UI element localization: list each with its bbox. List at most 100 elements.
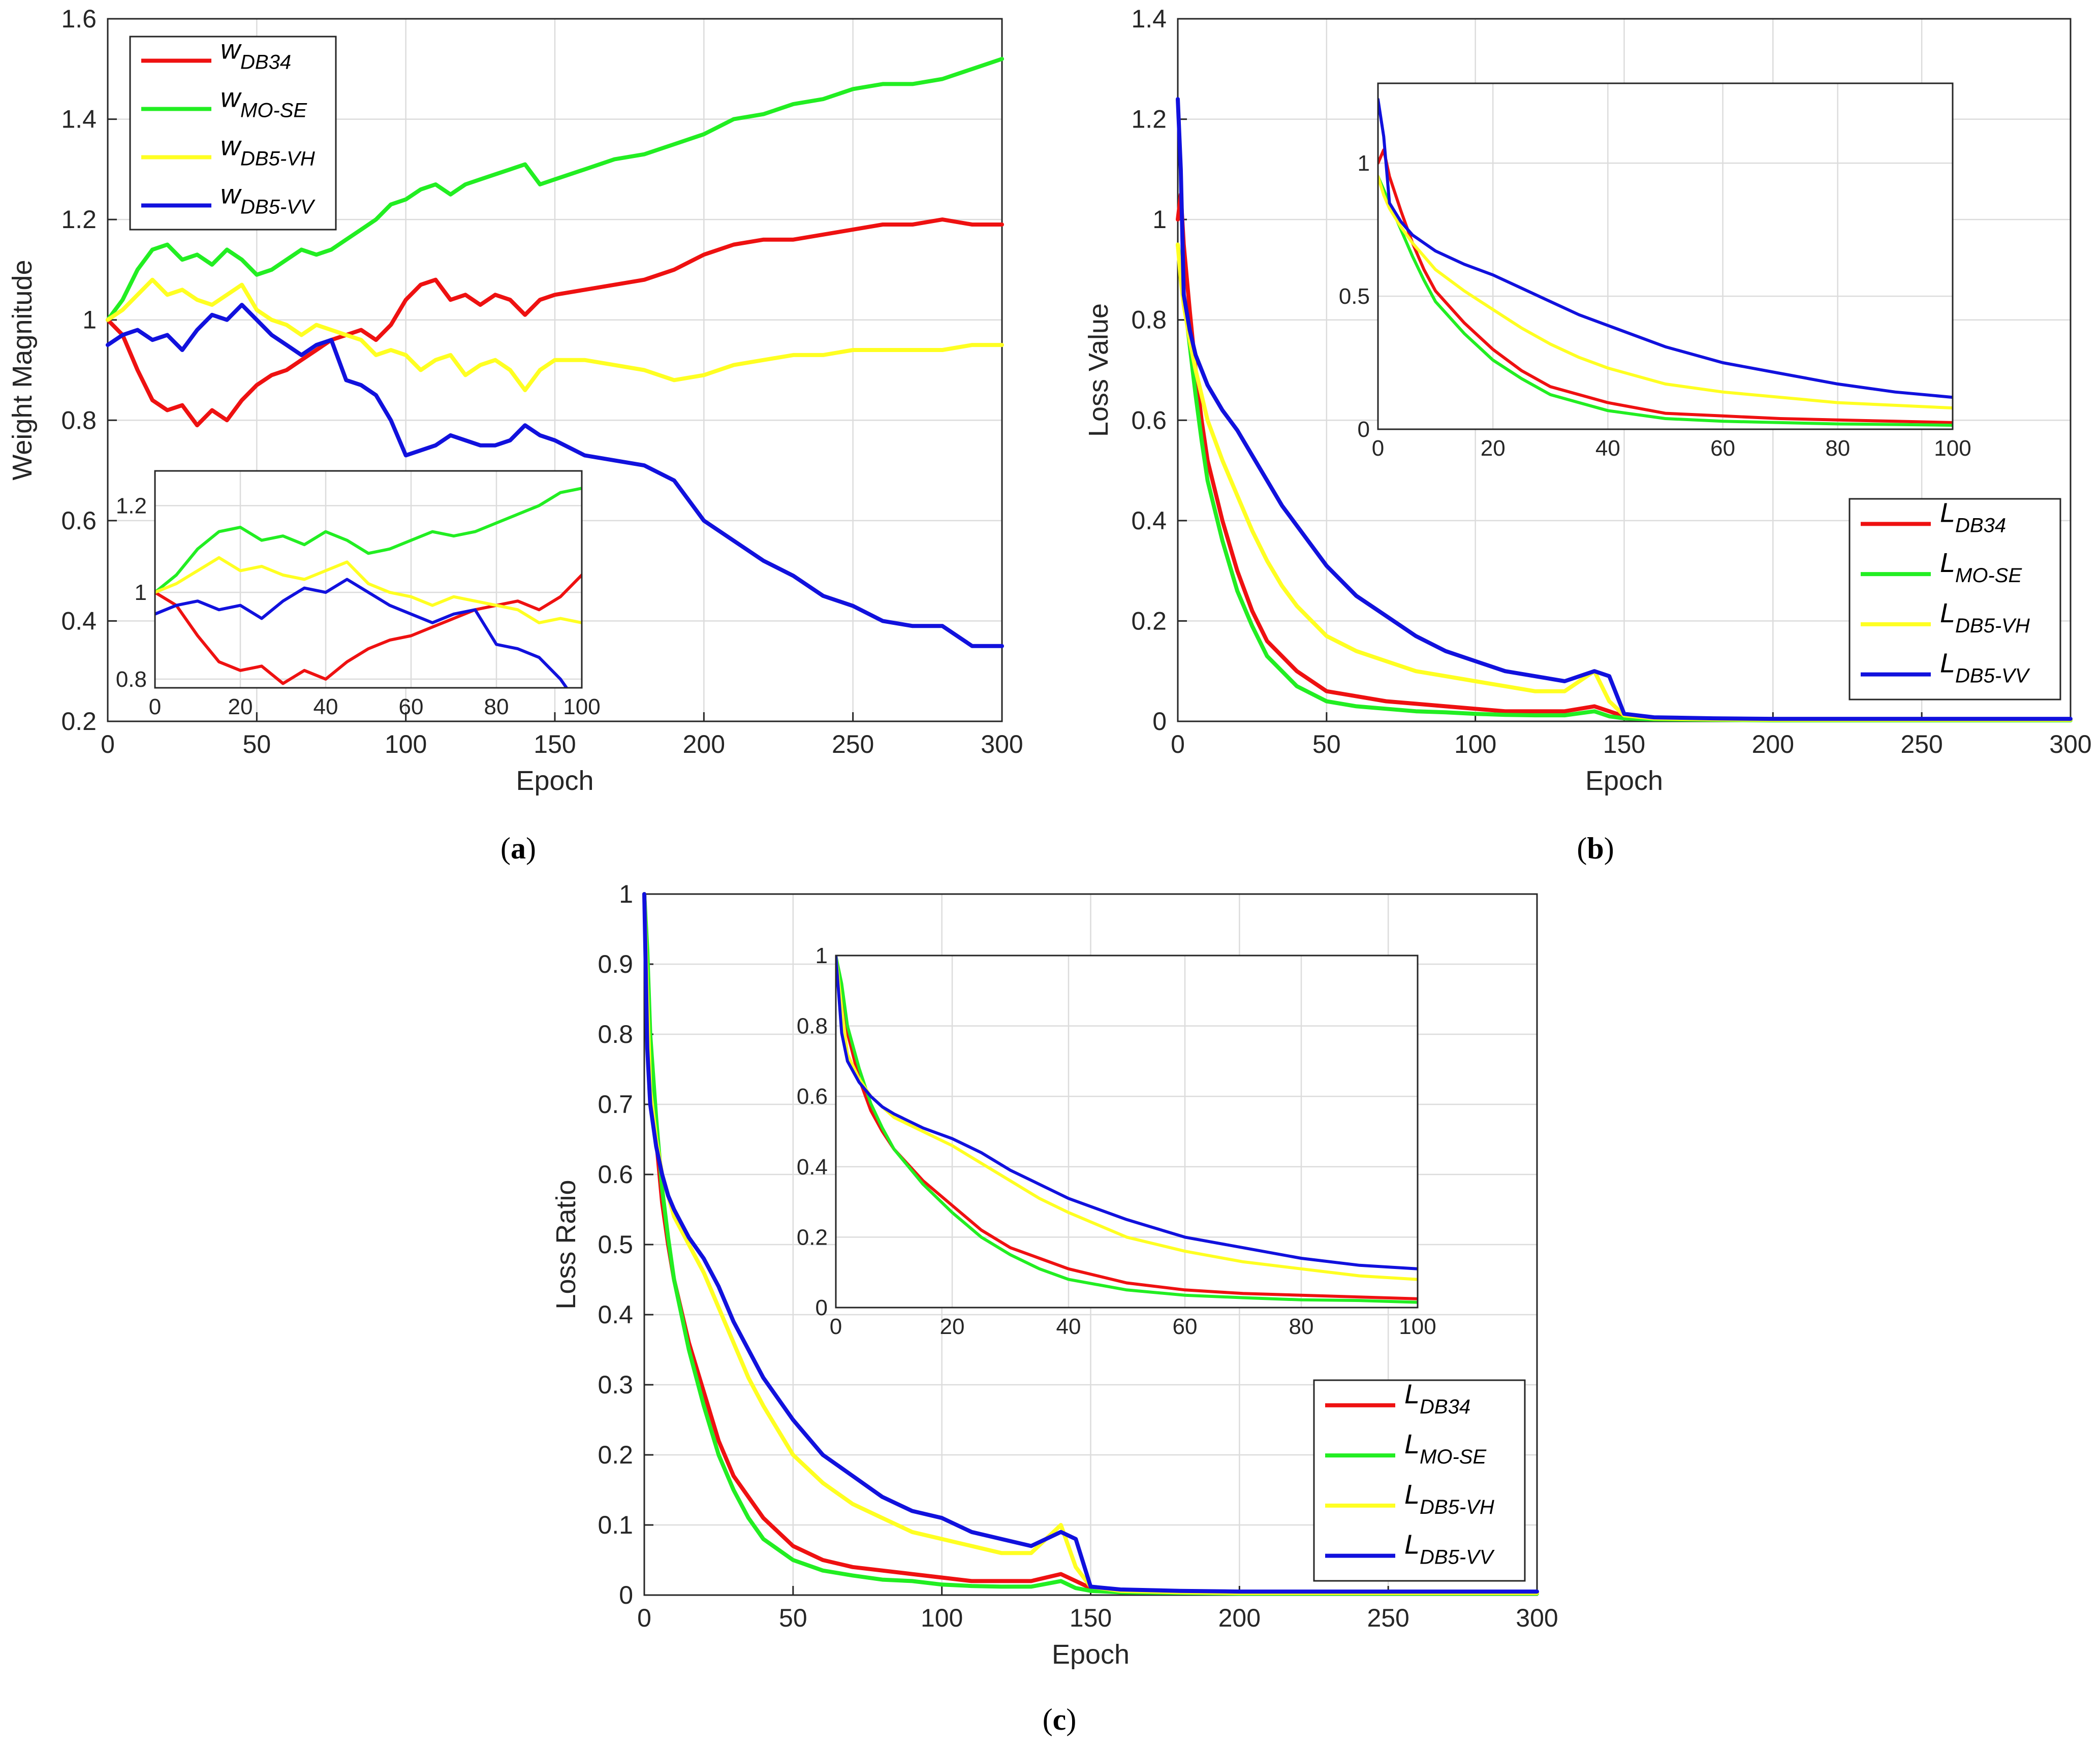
legend-box	[1313, 1379, 1526, 1582]
y-axis-label: Loss Value	[1083, 303, 1114, 437]
y-tick-label: 1.4	[61, 105, 97, 134]
inset-x-tick-label: 0	[830, 1314, 842, 1339]
legend-item: LDB34	[1861, 497, 2006, 536]
legend-item: LDB5-VV	[1325, 1530, 1495, 1569]
series-line-mo-se	[1176, 242, 2073, 722]
x-tick-label: 250	[1900, 730, 1942, 758]
y-tick-label: 1	[82, 306, 97, 334]
x-tick-label: 50	[1312, 730, 1341, 758]
legend: LDB34 LMO-SE LDB5-VH LDB5-VV	[1313, 1379, 1526, 1582]
legend-item: LMO-SE	[1325, 1429, 1487, 1468]
legend-label: LDB5-VH	[1940, 598, 2030, 637]
inset-y-tick-label: 0.5	[1339, 284, 1370, 309]
x-tick-label: 50	[243, 730, 271, 758]
legend-label: LDB5-VH	[1404, 1479, 1494, 1518]
x-tick-label: 300	[981, 730, 1023, 758]
inset-x-tick-label: 60	[1710, 436, 1735, 461]
inset-plot: 0 20 40 60 80 100 0 0.5 1	[1339, 82, 1971, 461]
y-tick-label: 0.3	[598, 1371, 633, 1399]
legend-box	[1848, 498, 2061, 701]
inset-plot: 0 20 40 60 80 100 0 0.2 0.4 0.6 0.8 1	[797, 943, 1436, 1339]
inset-frame	[154, 470, 583, 689]
series-line-db34	[106, 217, 1004, 428]
inset-x-tick-label: 0	[149, 694, 161, 719]
inset-plot: 0 20 40 60 80 100 0.8 1 1.2	[116, 470, 601, 719]
inset-x-tick-label: 100	[1934, 436, 1971, 461]
inset-x-tick-label: 0	[1372, 436, 1384, 461]
series-line-db5-vv	[642, 892, 1539, 1594]
x-tick-label: 0	[637, 1604, 651, 1632]
plot-frame	[1177, 18, 2072, 722]
y-tick-label: 1.6	[61, 5, 97, 33]
inset-series-line-mo-se	[836, 956, 1418, 1304]
legend-item: LDB34	[1325, 1379, 1470, 1418]
y-tick-label: 1	[1152, 205, 1167, 234]
legend-label: LDB5-VV	[1940, 648, 2030, 687]
y-tick-label: 1.2	[61, 205, 97, 234]
x-axis-label: Epoch	[516, 766, 593, 796]
inset-x-tick-label: 80	[1825, 436, 1850, 461]
legend-label: wDB34	[221, 35, 291, 74]
inset-y-tick-label: 1.2	[116, 493, 147, 518]
x-tick-label: 200	[1752, 730, 1794, 758]
x-tick-label: 250	[832, 730, 874, 758]
inset-y-tick-label: 1	[1358, 151, 1370, 176]
inset-x-tick-label: 20	[228, 694, 253, 719]
inset-frame	[1377, 82, 1954, 430]
y-tick-label: 0.5	[598, 1230, 633, 1259]
legend-item: LDB5-VH	[1861, 598, 2030, 637]
inset-y-tick-label: 0.8	[797, 1014, 828, 1039]
x-axis-label: Epoch	[1585, 766, 1663, 796]
legend-label: LDB34	[1404, 1379, 1470, 1418]
inset-series-line-db5-vh	[1378, 175, 1953, 410]
legend-label: wDB5-VV	[221, 179, 316, 218]
y-tick-label: 0	[1152, 707, 1167, 736]
inset-x-tick-label: 40	[1595, 436, 1620, 461]
series-line-db5-vv	[1176, 97, 2073, 721]
y-tick-label: 0.8	[598, 1020, 633, 1048]
legend-label: wDB5-VH	[221, 131, 315, 170]
series-line-db5-vv	[106, 303, 1004, 648]
legend-label: LMO-SE	[1940, 548, 2022, 587]
inset-series-line-db5-vh	[836, 956, 1418, 1281]
inset-x-tick-label: 60	[399, 694, 424, 719]
y-tick-label: 0.8	[1131, 306, 1167, 334]
legend-item: LDB5-VH	[1325, 1479, 1494, 1518]
x-tick-label: 150	[1603, 730, 1645, 758]
x-tick-label: 0	[1171, 730, 1185, 758]
inset-y-tick-label: 0.8	[116, 667, 147, 692]
inset-series-line-mo-se	[155, 487, 582, 594]
x-axis-label: Epoch	[1052, 1639, 1130, 1670]
x-tick-label: 150	[534, 730, 576, 758]
inset-x-tick-label: 100	[563, 694, 600, 719]
inset-y-tick-label: 0.2	[797, 1225, 828, 1250]
y-tick-label: 1.4	[1131, 5, 1167, 33]
y-tick-label: 0.7	[598, 1090, 633, 1119]
legend-label: wMO-SE	[221, 83, 307, 122]
x-tick-label: 100	[921, 1604, 963, 1632]
legend-label: LDB5-VV	[1404, 1530, 1495, 1569]
x-tick-label: 100	[1454, 730, 1496, 758]
inset-x-tick-label: 80	[484, 694, 509, 719]
legend-item: wMO-SE	[141, 83, 307, 122]
legend-label: LDB34	[1940, 497, 2006, 536]
x-tick-label: 300	[1516, 1604, 1558, 1632]
legend-item: LMO-SE	[1861, 548, 2022, 587]
x-tick-label: 200	[1218, 1604, 1261, 1632]
legend-item: wDB5-VV	[141, 179, 316, 218]
panel-b: 0 50 100 150 200 250 30000.20.40.60.811.21.4Ep…	[1083, 5, 2092, 865]
y-tick-label: 0.2	[61, 707, 97, 736]
inset-series-line-db5-vv	[1378, 98, 1953, 399]
inset-area	[1377, 82, 1954, 430]
inset-series-line-mo-se	[1378, 175, 1953, 427]
series-line-mo-se	[106, 57, 1004, 322]
y-tick-label: 0.9	[598, 950, 633, 978]
inset-y-tick-label: 0.4	[797, 1155, 828, 1180]
inset-y-tick-label: 1	[135, 580, 147, 605]
x-tick-label: 100	[385, 730, 427, 758]
inset-x-tick-label: 80	[1289, 1314, 1314, 1339]
y-tick-label: 0.4	[61, 607, 97, 635]
x-tick-label: 50	[779, 1604, 807, 1632]
inset-y-tick-label: 0	[1358, 417, 1370, 442]
legend-item: wDB34	[141, 35, 291, 74]
